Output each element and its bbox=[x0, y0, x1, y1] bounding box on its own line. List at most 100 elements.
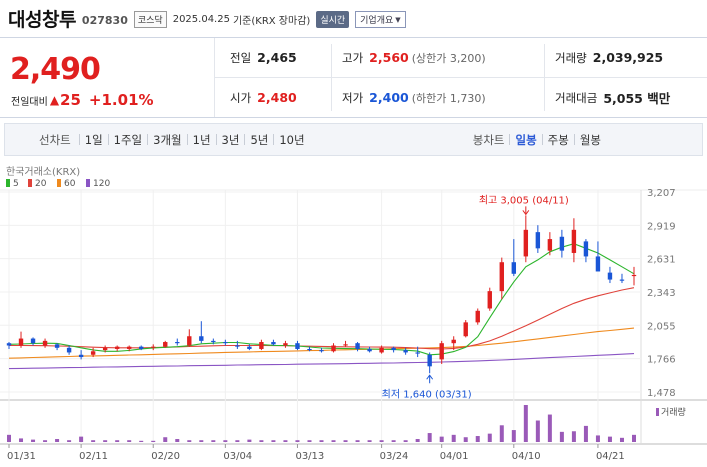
volume-bar bbox=[211, 440, 216, 442]
tab-1y[interactable]: 1년 bbox=[192, 132, 211, 147]
candle-body bbox=[42, 340, 48, 346]
candle-body bbox=[391, 347, 396, 351]
volume-bar bbox=[31, 439, 36, 442]
candlestick-chart: 한국거래소(KRX) 5 20 60 120 3,207 2,919 2,631 2,343… bbox=[0, 166, 707, 462]
volume-bar bbox=[247, 439, 252, 442]
volume-bar bbox=[19, 438, 24, 442]
tab-5y[interactable]: 5년 bbox=[250, 132, 269, 147]
lower-limit: (하한가 1,730) bbox=[411, 91, 486, 105]
candle-body bbox=[511, 262, 517, 274]
volume-bar bbox=[67, 440, 72, 442]
volume-legend-swatch bbox=[656, 408, 659, 416]
volume-bar bbox=[391, 440, 396, 442]
stat-open-label: 시가 bbox=[230, 90, 252, 105]
stock-name: 대성창투 bbox=[8, 8, 76, 31]
x-tick-label: 03/24 bbox=[380, 451, 409, 462]
realtime-button[interactable]: 실시간 bbox=[316, 11, 350, 28]
candle-body bbox=[271, 342, 276, 345]
volume-bar bbox=[355, 440, 360, 442]
high-arrow-head bbox=[522, 210, 530, 216]
tab-10y[interactable]: 10년 bbox=[279, 132, 305, 147]
volume-bar bbox=[451, 434, 456, 442]
volume-bar bbox=[559, 431, 564, 442]
candle-body bbox=[619, 279, 625, 281]
volume-bar bbox=[223, 440, 228, 442]
line-chart-label: 선차트 bbox=[39, 132, 71, 147]
candle-body bbox=[631, 274, 637, 277]
tab-monthly[interactable]: 월봉 bbox=[579, 132, 601, 147]
candle-body bbox=[355, 343, 360, 349]
quote-date: 2025.04.25 bbox=[172, 14, 230, 25]
candle-body bbox=[235, 345, 240, 347]
volume-bar bbox=[331, 440, 336, 442]
divider bbox=[186, 134, 188, 145]
volume-bar bbox=[259, 440, 264, 442]
volume-bar bbox=[103, 440, 108, 442]
stat-low-label: 저가 bbox=[342, 90, 364, 105]
stat-high-label: 고가 bbox=[342, 50, 364, 65]
divider bbox=[244, 134, 246, 145]
volume-bar bbox=[475, 436, 480, 442]
tab-3y[interactable]: 3년 bbox=[221, 132, 240, 147]
stat-low-value: 2,400 bbox=[369, 90, 409, 105]
stat-open-value: 2,480 bbox=[257, 90, 297, 105]
y-tick-label: 1,478 bbox=[647, 388, 676, 399]
stat-high-value: 2,560 bbox=[369, 50, 409, 65]
low-annotation: 최저 1,640 (03/31) bbox=[382, 388, 472, 400]
candle-body bbox=[403, 350, 408, 353]
tab-3m[interactable]: 3개월 bbox=[153, 132, 182, 147]
divider bbox=[273, 134, 275, 145]
candle-body bbox=[54, 344, 60, 348]
volume-bar bbox=[487, 433, 492, 442]
volume-bar bbox=[367, 440, 372, 442]
candle-body bbox=[595, 256, 601, 272]
chart-period-tabs: 선차트 1일 1주일 3개월 1년 3년 5년 10년 봉차트 일봉 주봉 월봉 bbox=[4, 123, 703, 156]
volume-bar bbox=[139, 440, 144, 442]
candle-body bbox=[223, 342, 228, 344]
candle-body bbox=[367, 348, 372, 352]
tab-weekly[interactable]: 주봉 bbox=[547, 132, 569, 147]
candle-body bbox=[559, 236, 565, 251]
candle-body bbox=[114, 346, 120, 349]
volume-label: 거래량 bbox=[661, 406, 686, 418]
stat-amount: 거래대금 5,055 백만 bbox=[555, 78, 670, 117]
candle-body bbox=[379, 347, 384, 353]
x-tick-label: 04/10 bbox=[512, 451, 541, 462]
legend-label: 60 bbox=[64, 179, 76, 189]
volume-bar bbox=[175, 439, 180, 442]
market-badge: 코스닥 bbox=[133, 11, 167, 28]
divider bbox=[215, 134, 217, 145]
candle-body bbox=[90, 351, 96, 355]
candle-body bbox=[523, 229, 529, 257]
tab-daily[interactable]: 일봉 bbox=[515, 132, 537, 147]
volume-bar bbox=[187, 440, 192, 442]
volume-bar bbox=[295, 440, 300, 442]
candle-body bbox=[78, 354, 84, 358]
volume-bar bbox=[632, 434, 636, 442]
candle-chart-label: 봉차트 bbox=[472, 132, 505, 147]
volume-bar bbox=[571, 431, 576, 442]
candle-body bbox=[343, 344, 348, 346]
tab-1d[interactable]: 1일 bbox=[84, 132, 103, 147]
volume-bar bbox=[115, 440, 120, 442]
y-tick-label: 2,055 bbox=[647, 321, 676, 332]
stat-open: 시가 2,480 bbox=[230, 78, 297, 117]
volume-bar bbox=[463, 437, 468, 442]
candle-body bbox=[283, 343, 288, 346]
candle-body bbox=[451, 339, 456, 344]
volume-bar bbox=[547, 414, 552, 442]
tab-1w[interactable]: 1주일 bbox=[113, 132, 143, 147]
candle-body bbox=[487, 291, 492, 309]
volume-bar bbox=[127, 440, 132, 442]
price-summary: 2,490 전일대비 ▲ 25 +1.01% 전일 2,465 고가 2,560… bbox=[0, 37, 707, 118]
quote-basis: 기준(KRX 장마감) bbox=[232, 16, 311, 27]
legend-swatch bbox=[86, 179, 90, 187]
corp-info-dropdown[interactable]: 기업개요 ▼ bbox=[355, 11, 406, 28]
volume-bar bbox=[595, 435, 600, 442]
candle-body bbox=[247, 346, 252, 349]
volume-bar bbox=[235, 440, 240, 442]
divider bbox=[541, 134, 543, 145]
volume-bar bbox=[427, 433, 432, 442]
stat-amount-label: 거래대금 bbox=[555, 90, 598, 105]
volume-bar bbox=[163, 437, 168, 442]
